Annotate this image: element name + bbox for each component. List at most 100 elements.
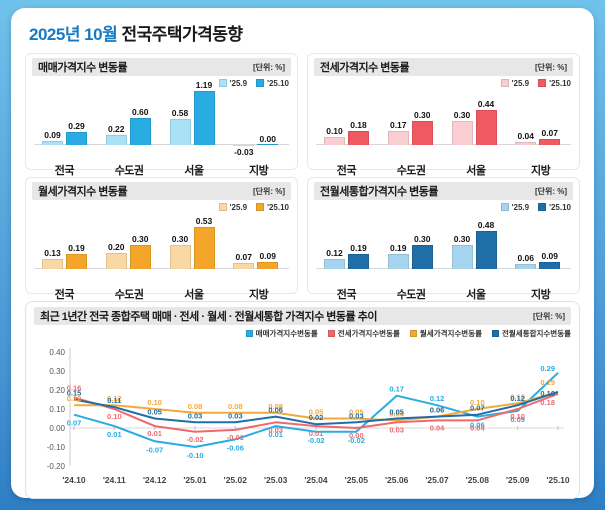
point-value-label: 0.04 bbox=[389, 409, 404, 418]
bar bbox=[66, 253, 87, 269]
unit-label: [단위: %] bbox=[534, 62, 567, 72]
bar bbox=[193, 226, 215, 269]
report-card: 2025년 10월 전국주택가격동향 매매가격지수 변동률 [단위: %] '25.… bbox=[11, 8, 594, 499]
category-axis: 전국 수도권 서울 지방 bbox=[32, 162, 291, 178]
legend-swatch-icon bbox=[218, 203, 227, 211]
panel-title: 매매가격지수 변동률 bbox=[38, 62, 128, 74]
bar bbox=[233, 263, 255, 269]
x-tick-label: '25.05 bbox=[345, 475, 369, 485]
point-value-label: 0.13 bbox=[510, 392, 525, 401]
bar-panel-2: 월세가격지수 변동률 [단위: %] '25.9 '25.10 0.13 0.19 0.20… bbox=[25, 177, 298, 301]
bar-group-서울: 0.30 0.44 bbox=[444, 89, 508, 161]
bar bbox=[348, 253, 369, 269]
x-tick-label: '25.07 bbox=[425, 475, 449, 485]
trend-legend-item: 매매가격지수변동률 bbox=[245, 328, 318, 339]
point-value-label: 0.03 bbox=[188, 411, 203, 420]
bar-chart-area: 0.09 0.29 0.22 0.60 0.58 1.19 -0.03 0.00 bbox=[34, 80, 289, 161]
point-value-label: -0.02 bbox=[348, 436, 365, 445]
point-value-label: 0.01 bbox=[147, 429, 162, 438]
unit-label: [단위: %] bbox=[534, 186, 567, 196]
bar bbox=[411, 121, 433, 145]
bar bbox=[515, 264, 537, 269]
trend-legend-item: 전세가격지수변동률 bbox=[327, 328, 400, 339]
bar bbox=[475, 109, 497, 145]
category-label: 전국 bbox=[336, 165, 357, 177]
bar-group-전국: 0.10 0.18 bbox=[316, 89, 380, 161]
bar bbox=[169, 245, 191, 269]
category-label: 지방 bbox=[249, 165, 269, 177]
bar-group-서울: 0.30 0.48 bbox=[444, 213, 508, 285]
bar-chart-area: 0.12 0.19 0.19 0.30 0.30 0.48 0.06 0.09 bbox=[316, 213, 571, 285]
y-tick-label: 0.40 bbox=[49, 348, 65, 357]
y-tick-label: 0.20 bbox=[49, 386, 65, 395]
category-label: 수도권 bbox=[114, 165, 144, 177]
bar-chart-area: 0.13 0.19 0.20 0.30 0.30 0.53 0.07 0.09 bbox=[34, 213, 289, 285]
category-label: 서울 bbox=[184, 289, 204, 301]
bar-group-지방: 0.07 0.09 bbox=[225, 213, 289, 285]
bar-value-label: 0.58 bbox=[171, 107, 189, 118]
bar-value-label: 0.09 bbox=[259, 250, 277, 261]
bar-panel-3: 전월세통합가격지수 변동률 [단위: %] '25.9'25.10 0.12 0.19 0… bbox=[307, 177, 580, 301]
bar-value-label: 0.30 bbox=[131, 234, 149, 244]
category-axis: 전국 수도권 서울 지방 bbox=[32, 286, 291, 302]
legend-item: '25.10 bbox=[538, 79, 571, 88]
point-value-label: 0.10 bbox=[510, 412, 525, 421]
legend-item: '25.9 bbox=[218, 203, 247, 212]
trend-line-1 bbox=[73, 392, 559, 433]
bar-value-label: 0.19 bbox=[389, 242, 407, 253]
y-tick-label: 0.00 bbox=[49, 424, 65, 433]
bar-group-서울: 0.30 0.53 bbox=[162, 213, 226, 285]
category-label: 서울 bbox=[466, 289, 486, 301]
bar-value-label: 0.44 bbox=[477, 98, 495, 109]
bar bbox=[475, 230, 497, 269]
point-value-label: 0.10 bbox=[147, 398, 162, 407]
bar-group-전국: 0.12 0.19 bbox=[316, 213, 380, 285]
bar-value-label: 1.19 bbox=[195, 80, 213, 90]
bar bbox=[324, 137, 345, 145]
trend-line-3 bbox=[73, 390, 559, 426]
y-tick-label: 0.10 bbox=[49, 405, 65, 414]
legend-item: '25.10 bbox=[256, 203, 289, 212]
bar-group-서울: 0.58 1.19 bbox=[162, 80, 226, 161]
point-value-label: 0.12 bbox=[510, 394, 525, 403]
point-value-label: 0.08 bbox=[268, 402, 283, 411]
legend-swatch-icon bbox=[500, 203, 509, 211]
bar-group-수도권: 0.20 0.30 bbox=[98, 213, 162, 285]
bar-value-label: 0.09 bbox=[44, 129, 61, 140]
legend-swatch-icon bbox=[538, 79, 547, 87]
point-value-label: -0.06 bbox=[227, 443, 244, 452]
x-tick-label: '25.10 bbox=[546, 475, 570, 485]
category-label: 전국 bbox=[336, 289, 357, 301]
bar-value-label: 0.30 bbox=[453, 234, 471, 244]
bar-value-label: 0.22 bbox=[107, 124, 125, 135]
point-value-label: 0.03 bbox=[389, 425, 404, 434]
legend-swatch-icon bbox=[256, 79, 265, 87]
legend-item: '25.9 bbox=[500, 79, 529, 88]
point-value-label: 0.07 bbox=[470, 404, 485, 413]
unit-label: [단위: %] bbox=[252, 186, 285, 196]
bar-value-label: 0.30 bbox=[453, 110, 471, 120]
point-value-label: 0.05 bbox=[147, 408, 162, 417]
trend-legend: 매매가격지수변동률 전세가격지수변동률 월세가격지수변동률 전월세통합지수변동률 bbox=[34, 327, 571, 340]
legend-item: '25.10 bbox=[256, 79, 289, 88]
point-value-label: 0.04 bbox=[430, 423, 445, 432]
y-tick-label: 0.30 bbox=[49, 367, 65, 376]
unit-label: [단위: %] bbox=[252, 62, 285, 72]
legend-label: '25.10 bbox=[549, 78, 571, 88]
point-value-label: 0.12 bbox=[67, 394, 82, 403]
bar bbox=[257, 144, 279, 145]
bar-value-label: 0.30 bbox=[171, 234, 189, 244]
x-tick-label: '25.02 bbox=[224, 475, 248, 485]
category-label: 서울 bbox=[184, 165, 204, 177]
page-title-main: 전국주택가격동향 bbox=[117, 25, 243, 44]
bar-value-label: 0.48 bbox=[477, 219, 495, 230]
y-tick-label: -0.10 bbox=[47, 443, 66, 452]
x-tick-label: '24.10 bbox=[62, 475, 86, 485]
point-value-label: 0.06 bbox=[430, 406, 445, 415]
bar bbox=[169, 118, 191, 145]
bar bbox=[42, 140, 63, 145]
trend-panel: 최근 1년간 전국 종합주택 매매 · 전세 · 월세 · 전월세통합 가격지수… bbox=[25, 301, 580, 499]
bar-value-label: 0.04 bbox=[517, 130, 535, 141]
bar bbox=[324, 259, 345, 269]
category-label: 지방 bbox=[249, 289, 269, 301]
